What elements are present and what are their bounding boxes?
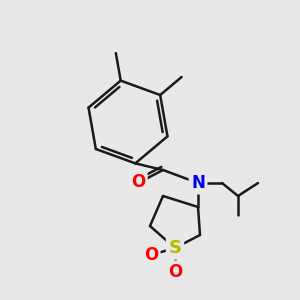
Text: O: O <box>131 173 145 191</box>
Text: N: N <box>191 174 205 192</box>
Text: S: S <box>169 239 182 257</box>
Text: O: O <box>168 263 182 281</box>
Text: O: O <box>144 246 158 264</box>
